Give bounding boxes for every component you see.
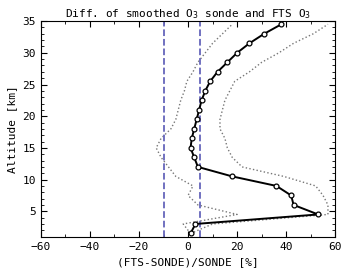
Y-axis label: Altitude [km]: Altitude [km]	[7, 85, 17, 173]
Title: Diff. of smoothed O$_3$ sonde and FTS O$_3$: Diff. of smoothed O$_3$ sonde and FTS O$…	[65, 7, 311, 21]
X-axis label: (FTS-SONDE)/SONDE [%]: (FTS-SONDE)/SONDE [%]	[117, 257, 259, 267]
